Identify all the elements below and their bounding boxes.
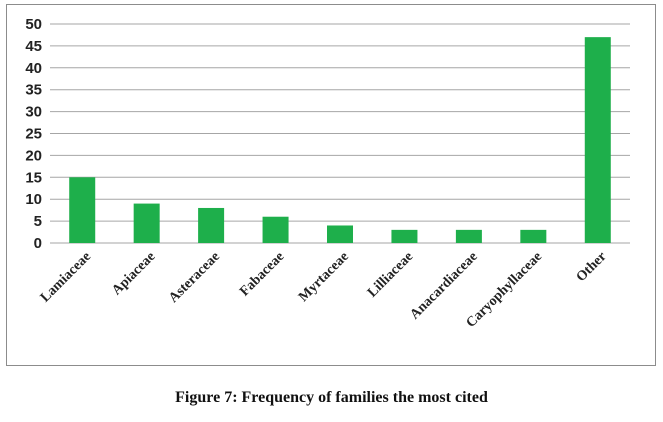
bar-apiaceae — [133, 203, 160, 243]
y-tick-label: 40 — [25, 60, 42, 77]
bar-other — [584, 37, 611, 243]
y-axis-tick-labels: 0 5 10 15 20 25 30 35 40 45 50 — [25, 16, 42, 252]
bar-anacardiaceae — [455, 229, 482, 243]
x-category-label: Myrtaceae — [296, 249, 352, 305]
y-tick-label: 15 — [25, 169, 42, 186]
x-axis-category-labels: Lamiaceae Apiaceae Asteraceae Fabaceae Myrta… — [38, 249, 610, 331]
x-category-label: Anacardiaceae — [407, 249, 480, 322]
y-tick-label: 10 — [25, 191, 42, 208]
bar-lamiaceae — [69, 177, 96, 243]
x-category-label: Other — [574, 249, 610, 285]
bar-asteraceae — [198, 207, 225, 243]
y-tick-label: 35 — [25, 82, 42, 99]
bar-lilliaceae — [391, 229, 418, 243]
x-category-label: Lilliaceae — [365, 249, 416, 300]
y-tick-label: 20 — [25, 147, 42, 164]
x-category-label: Apiaceae — [109, 249, 158, 298]
x-category-label: Fabaceae — [237, 249, 287, 299]
y-tick-label: 50 — [25, 16, 42, 33]
bar-chart: 0 5 10 15 20 25 30 35 40 45 50 Lamiaceae Apiaceae As… — [25, 16, 630, 331]
bar-fabaceae — [262, 216, 289, 243]
chart-frame — [6, 4, 656, 366]
x-category-label: Lamiaceae — [38, 249, 94, 305]
y-tick-label: 30 — [25, 104, 42, 121]
y-tick-label: 5 — [34, 213, 42, 230]
x-category-label: Asteraceae — [166, 249, 223, 306]
bars — [69, 37, 611, 243]
bar-caryophyllaceae — [520, 229, 547, 243]
y-tick-label: 45 — [25, 38, 42, 55]
bar-myrtaceae — [327, 225, 353, 243]
y-tick-label: 25 — [25, 126, 42, 143]
figure-caption: Figure 7: Frequency of families the most… — [175, 389, 488, 406]
y-tick-label: 0 — [34, 235, 42, 252]
